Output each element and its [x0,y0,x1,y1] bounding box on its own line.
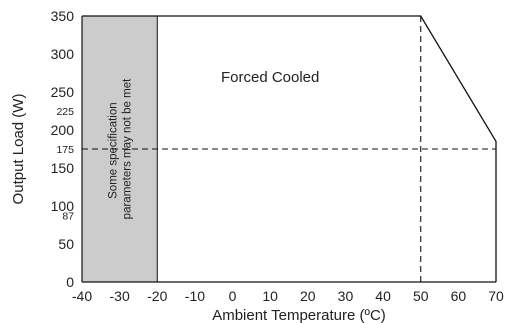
shaded-region-label-line-1: Some specification [108,102,120,199]
series-line-forced-cooled [82,15,497,282]
x-axis-title: Ambient Temperature (ºC) [212,307,386,323]
y-tick-label: 0 [66,274,74,290]
x-tick-label: 40 [375,288,391,304]
y-tick-label: 200 [51,122,75,138]
y-tick-label: 250 [51,84,75,100]
x-tick-label: 10 [262,288,278,304]
x-tick-label: -40 [72,288,92,304]
x-tick-label: 20 [300,288,316,304]
x-tick-label: 60 [451,288,467,304]
y-axis-title: Output Load (W) [10,94,27,205]
shaded-region-label: Some specification parameters may not be… [108,78,134,219]
x-tick-label: -30 [110,288,130,304]
y-tick-label: 100 [51,198,75,214]
y-tick-label: 87 [62,211,74,223]
y-tick-label: 175 [56,144,74,156]
forced-cooled-label: Forced Cooled [221,69,319,86]
x-tick-label: -20 [147,288,167,304]
y-tick-label: 150 [51,160,75,176]
x-tick-labels: -40 -30 -20 -10 0 10 20 30 40 50 60 70 [72,288,504,304]
shaded-region-label-line-2: parameters may not be met [122,78,134,219]
x-tick-label: 30 [338,288,354,304]
x-tick-label: 70 [488,288,504,304]
y-tick-label: 50 [58,236,74,252]
y-tick-label: 300 [51,46,75,62]
axes [81,16,496,283]
y-tick-label: 225 [56,106,74,118]
x-tick-label: 0 [229,288,237,304]
reference-lines [82,16,496,282]
y-tick-label: 350 [51,8,75,24]
x-tick-label: 50 [413,288,429,304]
x-tick-label: -10 [185,288,205,304]
